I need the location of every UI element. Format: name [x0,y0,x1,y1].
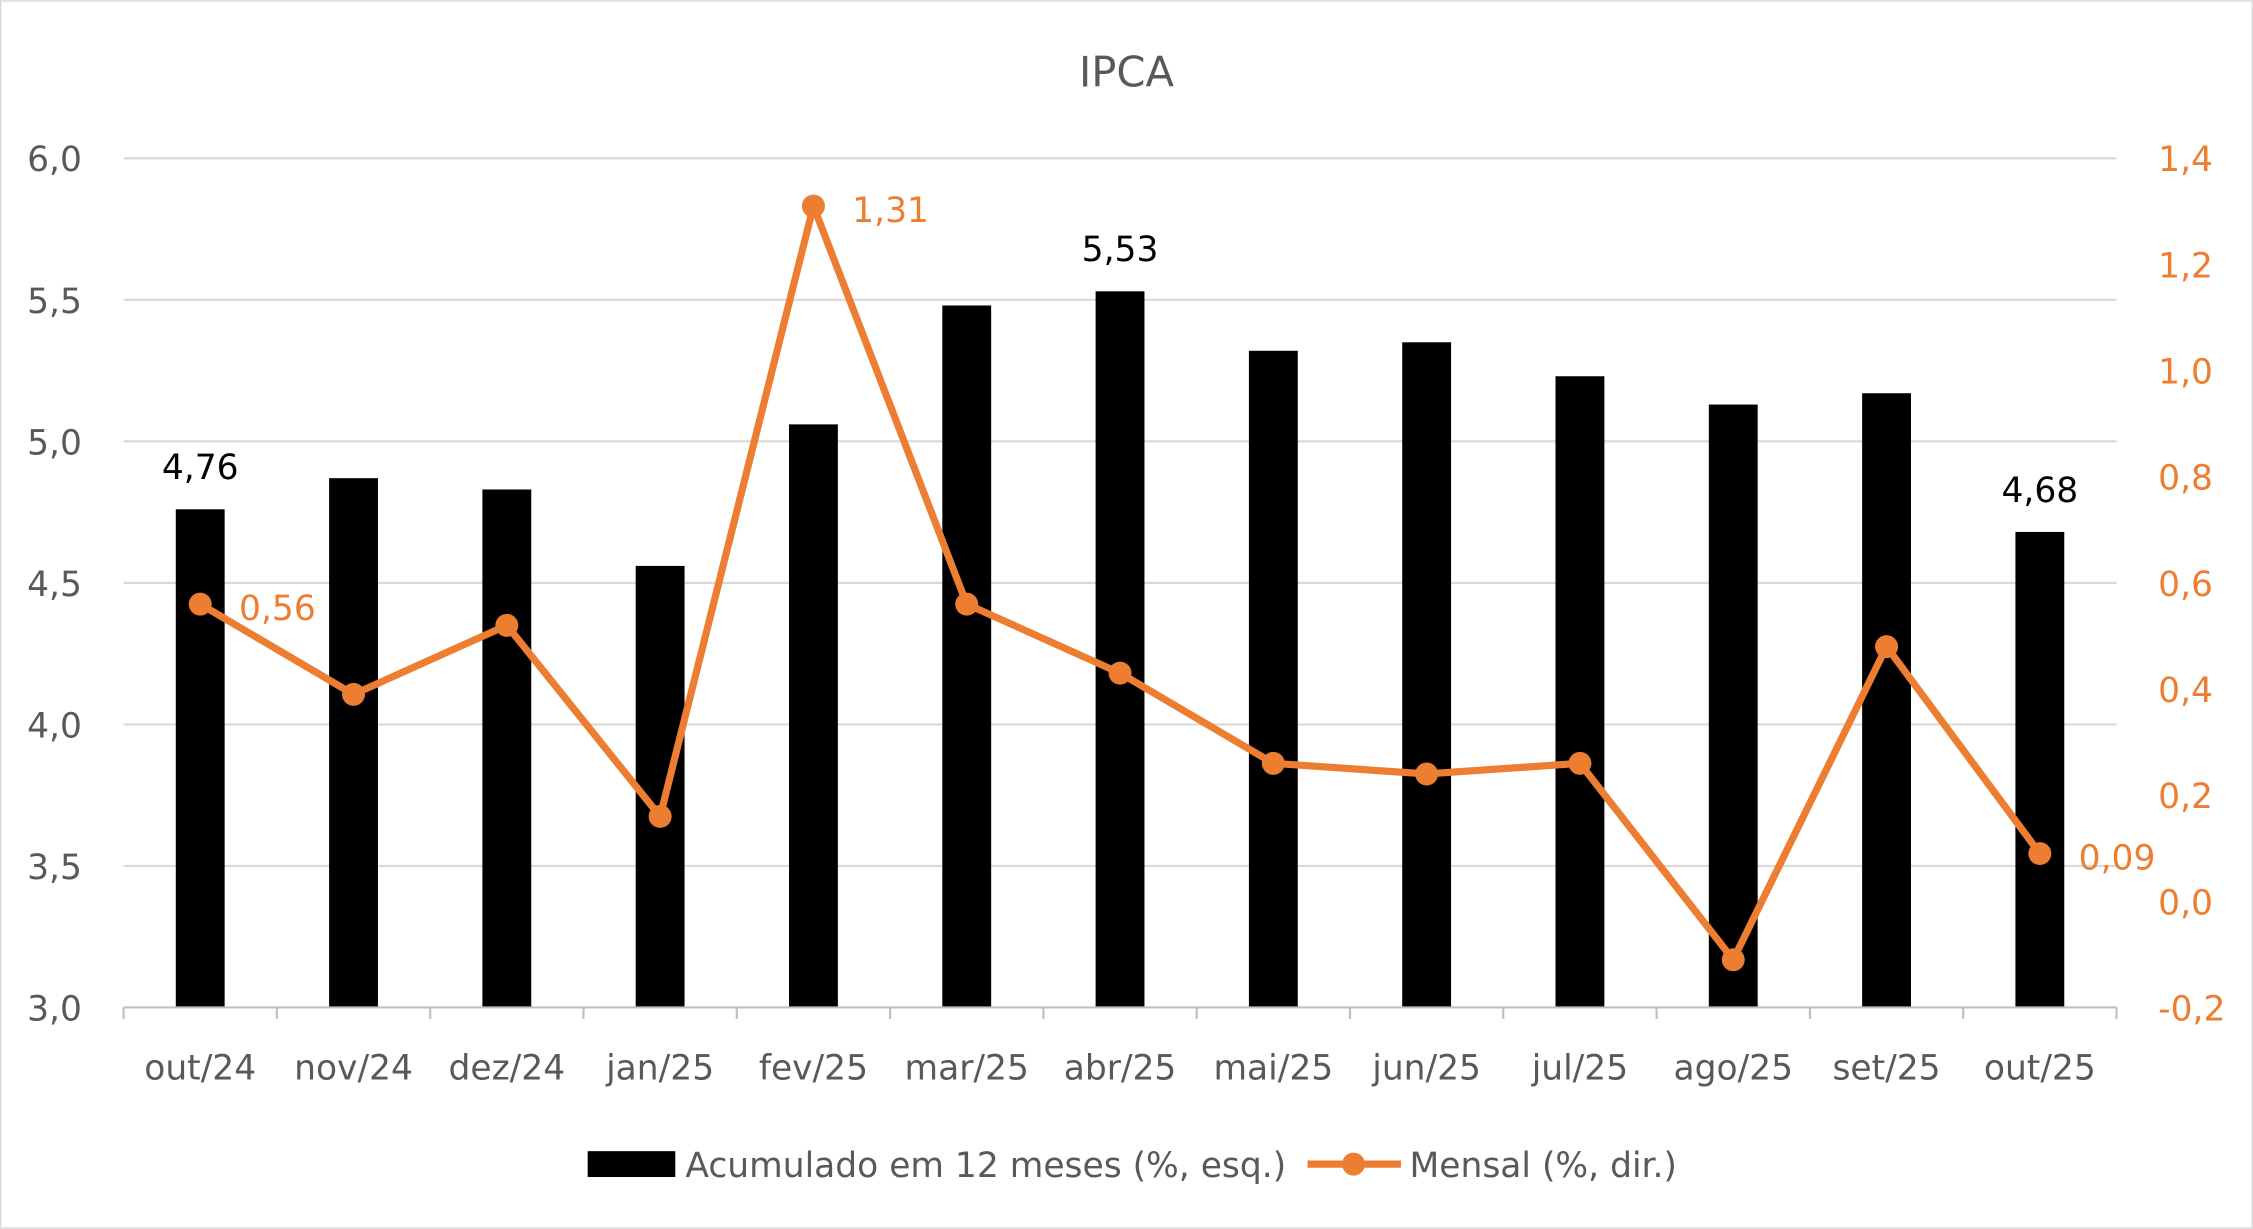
x-tick-label: ago/25 [1673,1048,1793,1088]
y-left-tick-label: 4,5 [27,565,82,605]
x-tick-label: fev/25 [759,1048,868,1088]
bar-data-label: 4,68 [2001,471,2078,511]
bar [1402,342,1452,1008]
bar [1095,291,1145,1008]
line-data-label: 0,09 [2079,838,2156,878]
bar [1248,350,1298,1008]
y-left-tick-label: 4,0 [27,706,82,746]
line-marker [801,194,825,218]
line-marker [1721,948,1745,972]
y-right-tick-label: 0,2 [2158,777,2213,817]
y-right-tick-label: 1,0 [2158,353,2213,393]
x-tick-label: abr/25 [1064,1048,1177,1088]
bar [942,305,992,1008]
line-marker [1108,661,1132,685]
legend-bar-swatch [587,1151,676,1178]
line-marker [1415,762,1439,786]
y-left-tick-label: 6,0 [27,140,82,180]
line-marker [1875,635,1899,659]
x-tick-label: mai/25 [1213,1048,1333,1088]
y-left-tick-label: 3,5 [27,848,82,888]
line-marker [342,682,366,706]
y-left-tick-label: 5,0 [27,423,82,463]
y-right-tick-label: 1,4 [2158,140,2213,180]
y-left-tick-label: 5,5 [27,282,82,322]
chart-title: IPCA [1079,47,1174,96]
legend-bar-label: Acumulado em 12 meses (%, esq.) [685,1146,1286,1186]
bar [175,509,225,1008]
y-right-tick-label: 0,0 [2158,883,2213,923]
bar-data-label: 5,53 [1082,230,1159,270]
x-tick-label: mar/25 [905,1048,1029,1088]
bar [482,489,532,1008]
x-tick-label: jan/25 [605,1048,714,1088]
y-right-tick-label: 1,2 [2158,246,2213,286]
line-marker [955,592,979,616]
y-right-tick-label: 0,4 [2158,671,2213,711]
legend: Acumulado em 12 meses (%, esq.) Mensal (… [587,1146,1677,1186]
y-right-tick-label: 0,8 [2158,459,2213,499]
y-right-tick-label: 0,6 [2158,565,2213,605]
bar [1862,393,1911,1008]
bar [329,478,378,1008]
line-marker [2028,842,2052,866]
bar [635,565,685,1008]
bar [789,424,838,1008]
line-marker [648,804,672,828]
x-tick-label: nov/24 [294,1048,413,1088]
x-tick-label: jun/25 [1371,1048,1481,1088]
line-marker [495,613,519,637]
x-tick-label: out/25 [1984,1048,2096,1088]
line-marker [1261,751,1285,775]
line-marker [1568,751,1592,775]
legend-line-label: Mensal (%, dir.) [1410,1146,1677,1186]
x-tick-label: dez/24 [448,1048,565,1088]
line-marker [188,592,212,616]
x-tick-label: jul/25 [1531,1048,1628,1088]
y-right-tick-label: -0,2 [2158,989,2225,1029]
bar [1708,404,1758,1008]
x-tick-label: out/24 [144,1048,256,1088]
x-tick-label: set/25 [1832,1048,1940,1088]
line-data-label: 0,56 [239,589,316,629]
bar [1555,376,1605,1008]
legend-line-marker [1342,1152,1366,1176]
bar-data-label: 4,76 [162,448,239,488]
line-data-label: 1,31 [852,191,929,231]
bar [2015,531,2065,1008]
y-left-tick-label: 3,0 [27,989,82,1029]
